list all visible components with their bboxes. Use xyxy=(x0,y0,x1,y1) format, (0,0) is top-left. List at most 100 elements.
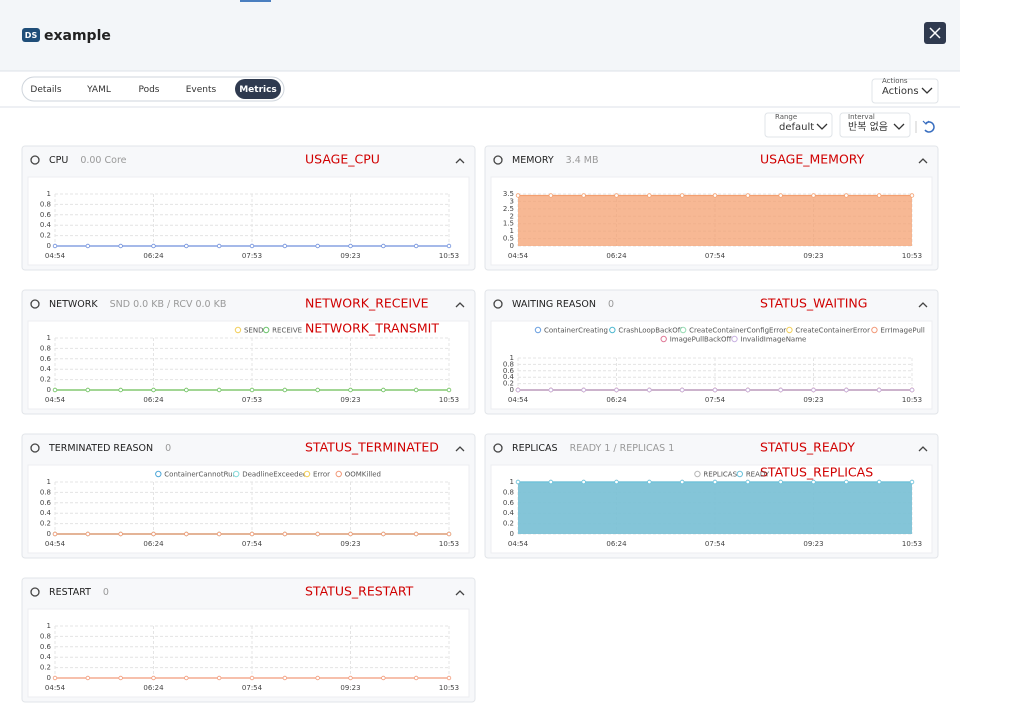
annotation: NETWORK_RECEIVE xyxy=(305,296,429,311)
legend-marker xyxy=(335,470,342,478)
point xyxy=(413,531,419,537)
x-tick-label: 10:53 xyxy=(439,684,459,692)
legend-label: OOMKilled xyxy=(345,471,381,479)
legend-marker xyxy=(786,326,793,334)
x-tick-label: 06:24 xyxy=(606,396,627,404)
actions-select[interactable] xyxy=(871,78,939,104)
point xyxy=(52,243,58,249)
point xyxy=(515,193,521,198)
point xyxy=(184,243,189,249)
annotation: STATUS_READY xyxy=(760,440,855,455)
point xyxy=(381,531,386,537)
range-select[interactable] xyxy=(764,112,833,138)
x-tick-label: 07:53 xyxy=(242,252,262,260)
y-tick-label: 0.2 xyxy=(503,520,514,528)
collapse-chevron[interactable] xyxy=(918,158,928,164)
x-tick-label: 10:53 xyxy=(902,252,922,260)
annotation: STATUS_RESTART xyxy=(305,584,414,599)
y-tick-label: 1 xyxy=(47,190,51,198)
point xyxy=(315,387,320,393)
x-tick-label: 04:54 xyxy=(45,252,66,260)
point xyxy=(216,243,222,249)
point xyxy=(52,675,58,681)
panel-icon xyxy=(30,443,40,453)
point xyxy=(249,675,255,681)
legend-label: ErrImagePull xyxy=(880,327,924,335)
legend-label: CreateContainerError xyxy=(795,327,870,335)
y-tick-label: 0.8 xyxy=(40,344,51,352)
point xyxy=(515,387,521,393)
y-tick-label: 0 xyxy=(510,530,514,538)
point xyxy=(778,193,783,198)
panel-title: REPLICAS xyxy=(512,443,558,454)
point xyxy=(282,387,288,393)
collapse-chevron[interactable] xyxy=(918,446,928,452)
y-tick-label: 0.8 xyxy=(40,200,51,208)
point xyxy=(151,675,156,681)
point xyxy=(647,387,652,393)
collapse-chevron[interactable] xyxy=(918,302,928,308)
tab[interactable]: Details xyxy=(30,85,62,95)
point xyxy=(413,675,419,681)
x-tick-label: 10:53 xyxy=(902,540,922,548)
y-tick-label: 0.4 xyxy=(40,509,52,517)
collapse-chevron[interactable] xyxy=(455,302,465,308)
range-label: Range xyxy=(775,113,797,121)
y-tick-label: 3.5 xyxy=(503,190,514,198)
x-tick-label: 09:23 xyxy=(340,252,360,260)
panel-icon xyxy=(493,299,503,309)
point xyxy=(712,387,718,393)
badge xyxy=(22,28,40,42)
x-tick-label: 07:54 xyxy=(705,396,726,404)
interval-select[interactable] xyxy=(839,112,911,138)
y-tick-label: 0.2 xyxy=(503,380,514,388)
panel-title: WAITING REASON xyxy=(512,299,596,310)
y-tick-label: 0 xyxy=(510,386,514,394)
point xyxy=(712,193,718,198)
panel-icon xyxy=(493,155,503,165)
point xyxy=(85,243,91,249)
y-tick-label: 1 xyxy=(47,622,51,630)
x-tick-label: 09:23 xyxy=(340,396,360,404)
point xyxy=(348,531,353,537)
close-icon xyxy=(929,27,941,39)
collapse-chevron[interactable] xyxy=(455,446,465,452)
y-tick-label: 0.2 xyxy=(40,376,51,384)
annotation: USAGE_CPU xyxy=(305,152,380,167)
point xyxy=(614,387,619,393)
y-tick-label: 0 xyxy=(47,530,51,538)
x-tick-label: 09:23 xyxy=(340,540,360,548)
x-tick-label: 09:23 xyxy=(803,396,823,404)
tab[interactable]: YAML xyxy=(86,85,111,95)
chart-box xyxy=(27,608,470,698)
tab[interactable]: Metrics xyxy=(239,85,277,95)
panel-icon xyxy=(493,443,503,453)
x-tick-label: 09:23 xyxy=(340,684,360,692)
panel-title: CPU xyxy=(49,155,68,166)
x-tick-label: 10:53 xyxy=(439,252,459,260)
collapse-chevron[interactable] xyxy=(455,158,465,164)
x-tick-label: 06:24 xyxy=(143,540,164,548)
point xyxy=(184,675,189,681)
collapse-chevron[interactable] xyxy=(455,590,465,596)
point xyxy=(118,387,123,393)
y-tick-label: 0 xyxy=(47,674,51,682)
legend-marker xyxy=(262,326,270,334)
tab-active[interactable] xyxy=(235,79,281,99)
x-tick-label: 10:53 xyxy=(439,396,459,404)
annotation: STATUS_WAITING xyxy=(760,296,867,311)
tab-group xyxy=(21,76,285,102)
panel-icon xyxy=(30,155,40,165)
tab[interactable]: Pods xyxy=(138,85,159,95)
metric-panel: CPU 0.00 Core USAGE_CPU 0 0.2 0.4 0.6 0.8 1 04:54… xyxy=(21,145,476,271)
y-tick-label: 1 xyxy=(47,478,51,486)
legend-marker xyxy=(679,326,687,334)
legend-marker xyxy=(233,470,240,478)
panel-summary: 0 xyxy=(608,299,614,310)
y-tick-label: 0.8 xyxy=(40,632,51,640)
point xyxy=(876,479,882,485)
chart-box xyxy=(490,320,933,410)
point xyxy=(909,193,915,198)
tab[interactable]: Events xyxy=(186,85,217,95)
